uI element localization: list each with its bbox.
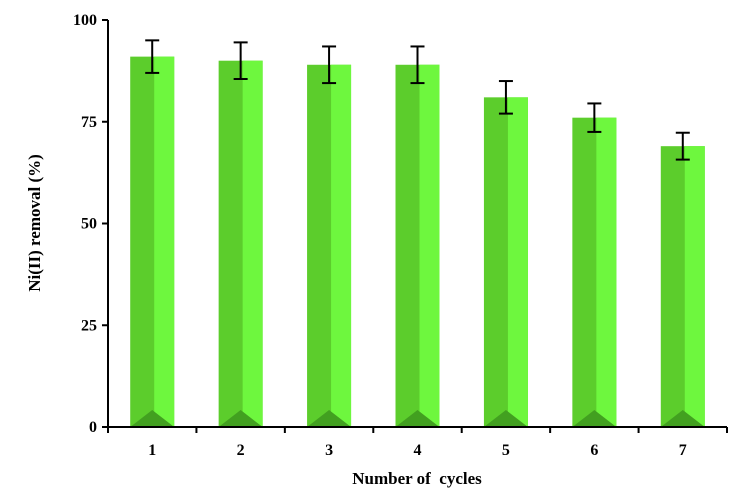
x-tick-label: 5 [502, 442, 510, 459]
bar-bevel [307, 410, 352, 427]
error-bar-5 [498, 80, 513, 115]
error-bar-1 [145, 39, 160, 74]
y-tick-label: 100 [73, 12, 97, 29]
bar-2 [218, 60, 263, 427]
bar-4 [395, 64, 440, 428]
bar-7 [660, 146, 705, 428]
bar-bevel [660, 410, 705, 427]
bar-highlight [596, 117, 617, 428]
y-tick-label: 0 [89, 419, 97, 436]
bar-6 [572, 117, 617, 428]
y-tick-label: 50 [81, 216, 97, 233]
bar-bevel [572, 410, 617, 427]
x-tick-label: 6 [590, 442, 598, 459]
x-tick-label: 1 [148, 442, 156, 459]
x-tick-label: 2 [237, 442, 245, 459]
bar-bevel [483, 410, 528, 427]
y-tick-label: 25 [81, 317, 97, 334]
error-bar-7 [675, 131, 690, 161]
y-ticks-layer: 0 25 50 75 100 [73, 12, 108, 436]
x-tick-label: 4 [414, 442, 422, 459]
y-tick-label: 75 [81, 114, 97, 131]
bars-layer [130, 56, 705, 428]
bar-highlight [154, 56, 175, 427]
error-bars-layer [145, 39, 690, 161]
bar-bevel [218, 410, 263, 427]
error-bar-2 [233, 41, 248, 81]
error-bar-6 [587, 102, 602, 133]
bar-highlight [684, 146, 705, 428]
bar-highlight [419, 64, 440, 428]
bar-highlight [507, 97, 528, 427]
bar-1 [130, 56, 175, 427]
x-axis-title: Number of cycles [352, 469, 482, 488]
y-axis-title: Ni(II) removal (%) [25, 154, 44, 292]
x-tick-label: 7 [679, 442, 687, 459]
error-bar-3 [322, 45, 337, 85]
bar-highlight [242, 60, 263, 427]
bar-bevel [395, 410, 440, 427]
bar-5 [483, 97, 528, 427]
x-ticks-layer: 1 2 3 4 5 6 7 [107, 427, 728, 459]
bar-bevel [130, 410, 175, 427]
bar-highlight [331, 64, 352, 428]
bar-3 [307, 64, 352, 428]
x-tick-label: 3 [325, 442, 333, 459]
error-bar-4 [410, 45, 425, 85]
